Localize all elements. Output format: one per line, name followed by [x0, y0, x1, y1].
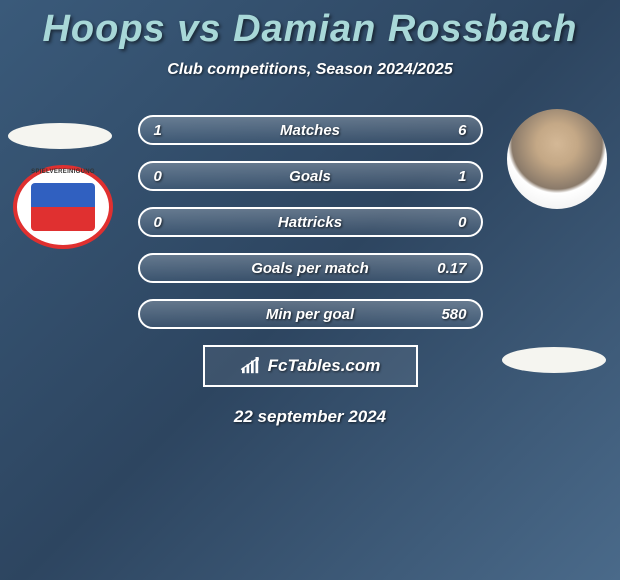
- stat-row-matches: 1 Matches 6: [138, 115, 483, 145]
- right-player-avatar-placeholder: [502, 347, 606, 373]
- stat-row-hattricks: 0 Hattricks 0: [138, 207, 483, 237]
- badge-text: SPIELVEREINIGUNG: [13, 169, 113, 175]
- stat-label: Matches: [140, 122, 481, 139]
- right-player-photo: [507, 109, 607, 209]
- branding-box: FcTables.com: [203, 345, 418, 387]
- subtitle: Club competitions, Season 2024/2025: [0, 61, 620, 79]
- comparison-area: SPIELVEREINIGUNG 1 Matches 6 0 Goals 1 0…: [0, 109, 620, 427]
- stat-label: Min per goal: [140, 306, 481, 323]
- badge-shield: [31, 183, 95, 231]
- stat-label: Hattricks: [140, 214, 481, 231]
- date-text: 22 september 2024: [0, 407, 620, 427]
- stat-row-goals-per-match: Goals per match 0.17: [138, 253, 483, 283]
- left-player-column: SPIELVEREINIGUNG: [8, 109, 118, 249]
- stat-label: Goals: [140, 168, 481, 185]
- left-club-badge: SPIELVEREINIGUNG: [13, 165, 113, 249]
- left-player-avatar-placeholder: [8, 123, 112, 149]
- right-player-column: [502, 109, 612, 373]
- bar-chart-icon: [240, 357, 262, 375]
- stat-row-goals: 0 Goals 1: [138, 161, 483, 191]
- stats-list: 1 Matches 6 0 Goals 1 0 Hattricks 0 Goal…: [138, 109, 483, 329]
- stat-label: Goals per match: [140, 260, 481, 277]
- page-title: Hoops vs Damian Rossbach: [0, 0, 620, 51]
- branding-text: FcTables.com: [268, 356, 381, 376]
- stat-row-min-per-goal: Min per goal 580: [138, 299, 483, 329]
